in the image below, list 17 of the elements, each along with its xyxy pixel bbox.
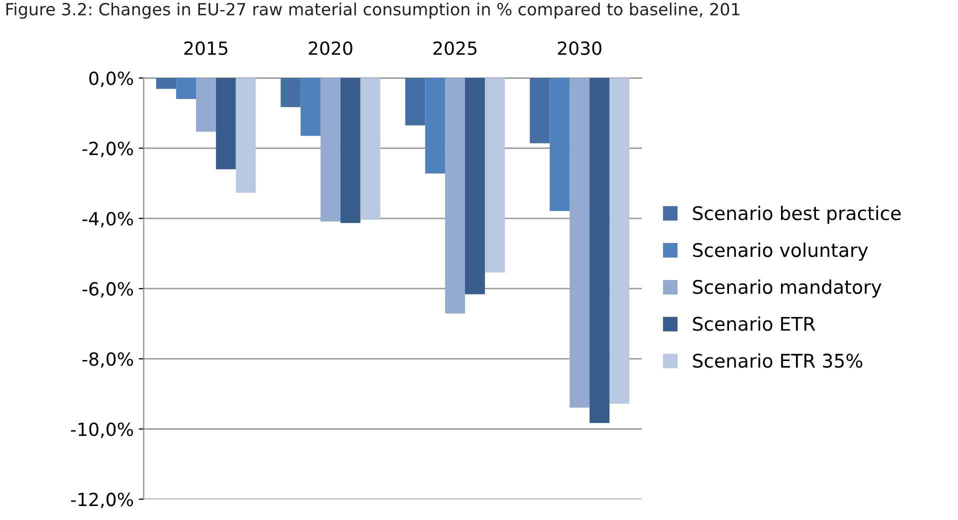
y-tick-label: -4,0% <box>82 212 133 228</box>
y-tick-label: 0,0% <box>89 71 133 87</box>
y-tick-label: -12,0% <box>70 492 133 508</box>
y-tick-label: -6,0% <box>82 282 133 298</box>
legend-label: Scenario voluntary <box>693 242 868 261</box>
x-tick-label: 2020 <box>308 41 352 56</box>
legend-label: Scenario mandatory <box>693 280 882 298</box>
x-tick-label: 2015 <box>184 41 228 56</box>
chart-title: Figure 3.2: Changes in EU-27 raw material consumption in % compared to baseline, 201 <box>6 2 740 19</box>
legend-label: Scenario ETR <box>693 316 816 331</box>
y-tick-label: -2,0% <box>82 142 133 158</box>
y-tick-label: -10,0% <box>70 422 133 438</box>
legend-label: Scenario best practice <box>693 206 901 224</box>
y-tick-label: -8,0% <box>82 352 133 368</box>
x-tick-label: 2030 <box>558 41 602 56</box>
legend-label: Scenario ETR 35% <box>693 353 862 368</box>
x-tick-label: 2025 <box>433 41 476 56</box>
